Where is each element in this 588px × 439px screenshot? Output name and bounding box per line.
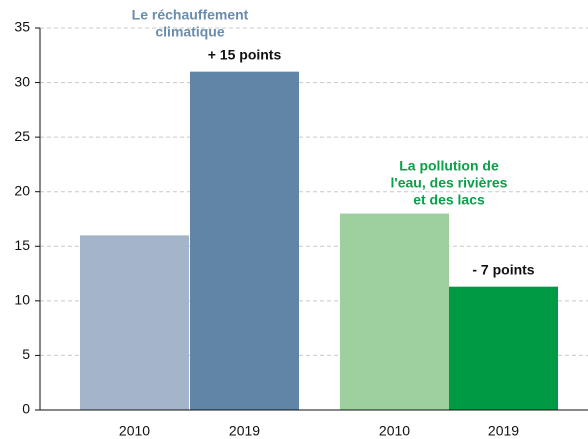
y-tick-label: 0 — [22, 401, 30, 417]
group-label: La pollution de — [399, 158, 499, 174]
x-tick-label: 2019 — [488, 423, 519, 439]
bar — [449, 286, 558, 410]
group-label: Le réchauffement — [132, 7, 249, 23]
annotation: - 7 points — [472, 261, 534, 277]
y-tick-label: 20 — [14, 182, 30, 198]
y-tick-label: 35 — [14, 19, 30, 35]
y-tick-label: 25 — [14, 128, 30, 144]
x-tick-label: 2019 — [229, 423, 260, 439]
y-tick-label: 15 — [14, 237, 30, 253]
bar — [190, 71, 299, 411]
y-tick-label: 10 — [14, 292, 30, 308]
group-label: climatique — [155, 24, 224, 40]
bar — [80, 235, 189, 410]
x-tick-label: 2010 — [119, 423, 150, 439]
y-tick-label: 30 — [14, 73, 30, 89]
group-label: et des lacs — [413, 192, 485, 208]
x-tick-label: 2010 — [379, 423, 410, 439]
group-label: l'eau, des rivières — [391, 175, 508, 191]
annotation: + 15 points — [208, 46, 282, 62]
bar — [340, 213, 449, 410]
y-tick-label: 5 — [22, 346, 30, 362]
